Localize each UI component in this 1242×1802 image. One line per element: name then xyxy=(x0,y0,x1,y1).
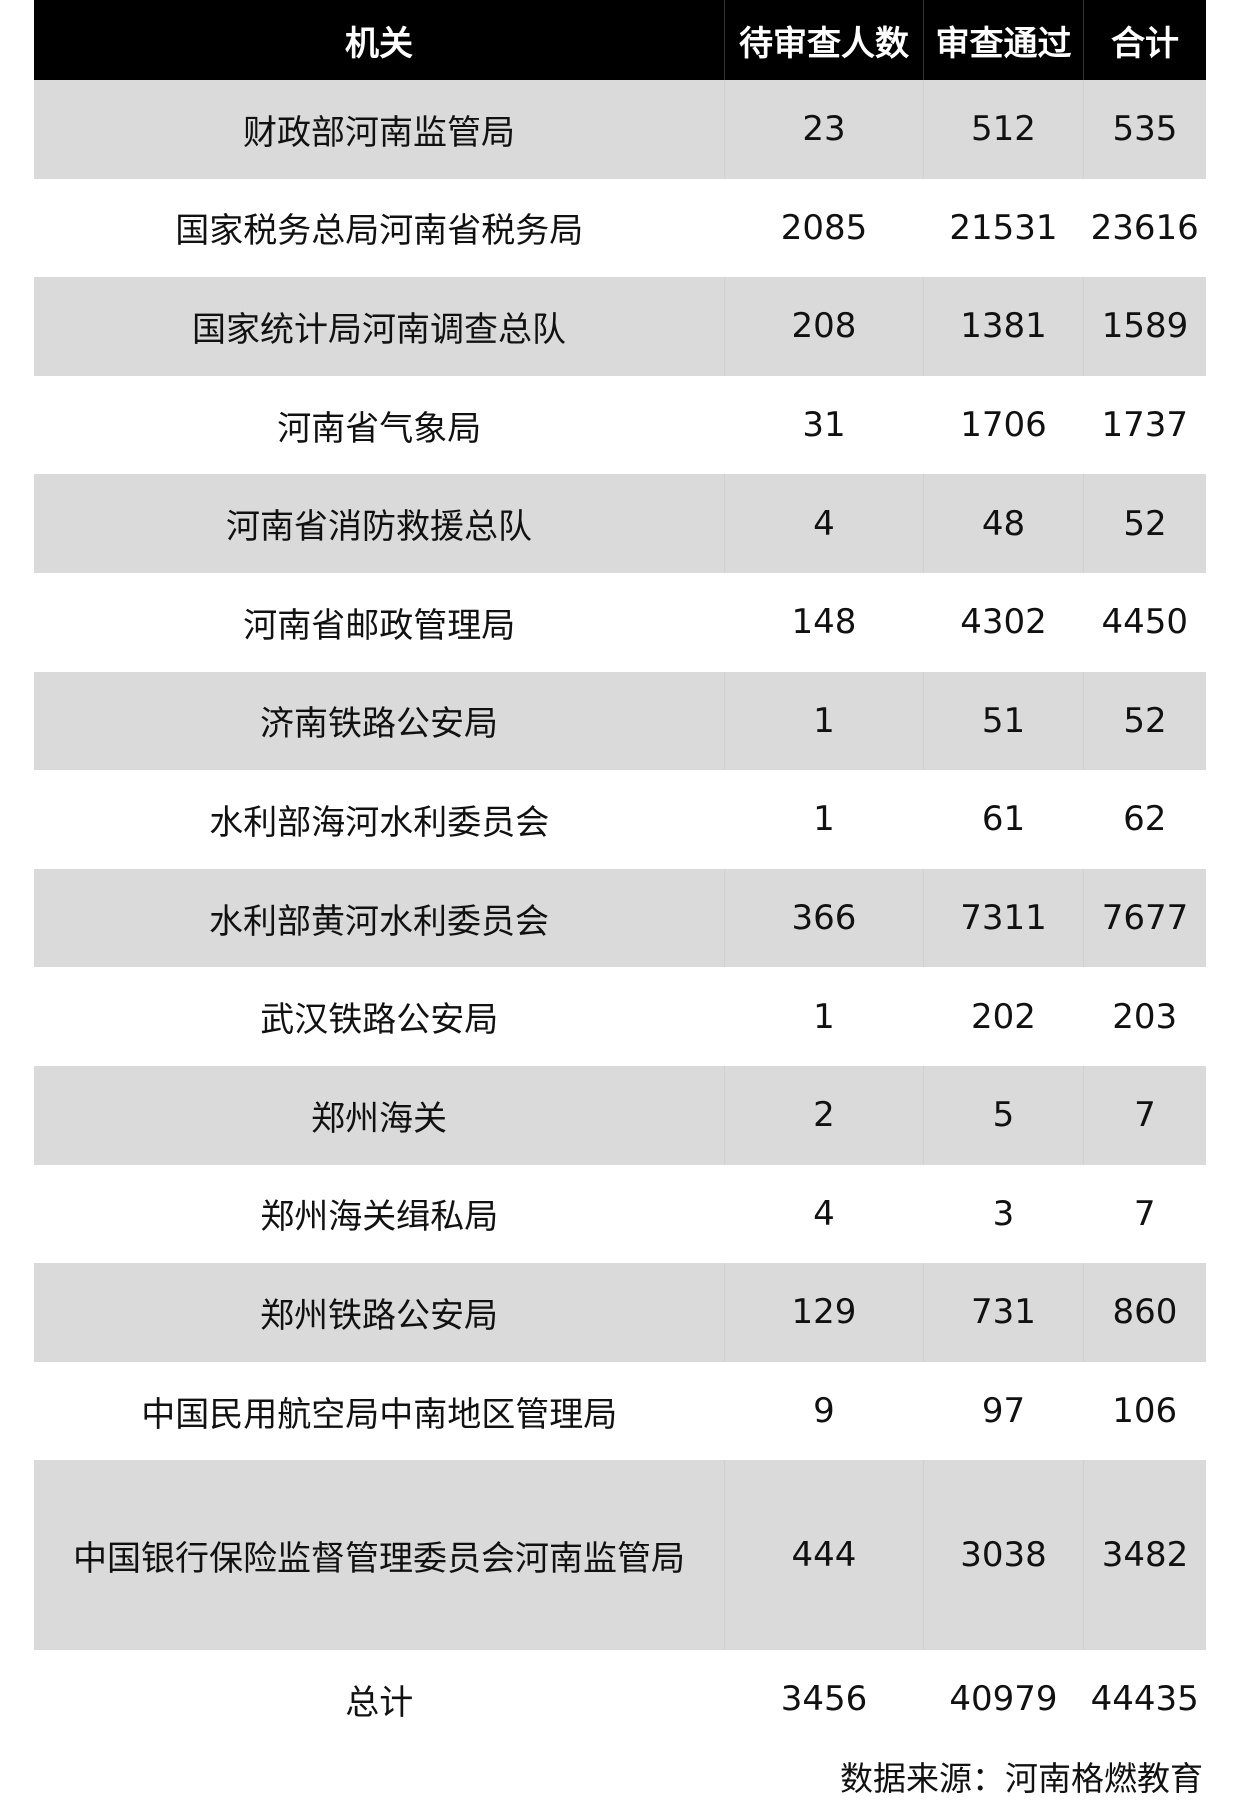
cell-org: 财政部河南监管局 xyxy=(34,80,725,179)
cell-org: 武汉铁路公安局 xyxy=(260,1000,499,1041)
cell-pending: 4 xyxy=(813,1193,835,1234)
cell-passed: 4302 xyxy=(960,602,1047,643)
cell-total: 1589 xyxy=(1083,277,1206,376)
cell-passed: 21531 xyxy=(949,207,1058,248)
table-row: 郑州海关 2 5 7 xyxy=(34,1065,1206,1165)
cell-org: 中国银行保险监督管理委员会河南监管局 xyxy=(34,1460,725,1651)
table-row: 国家统计局河南调查总队 208 1381 1589 xyxy=(34,277,1206,376)
table-row: 河南省消防救援总队 4 48 52 xyxy=(34,474,1206,573)
cell-org: 济南铁路公安局 xyxy=(34,671,725,771)
cell-pending: 444 xyxy=(724,1460,924,1651)
cell-pending: 366 xyxy=(724,868,924,968)
cell-pending: 4 xyxy=(724,474,924,573)
total-total: 44435 xyxy=(1090,1679,1199,1720)
table-row: 河南省气象局 31 1706 1737 xyxy=(34,376,1206,475)
cell-pending: 1 xyxy=(813,996,835,1037)
header-row: 机关 待审查人数 审查通过 合计 xyxy=(34,0,1206,80)
cell-total: 52 xyxy=(1083,671,1206,771)
cell-pending: 2 xyxy=(724,1065,924,1165)
table-row: 武汉铁路公安局 1 202 203 xyxy=(34,967,1206,1066)
cell-passed: 512 xyxy=(923,80,1084,179)
cell-org: 国家统计局河南调查总队 xyxy=(34,277,725,376)
cell-passed: 48 xyxy=(923,474,1084,573)
table-row: 郑州铁路公安局 129 731 860 xyxy=(34,1263,1206,1362)
cell-org: 河南省邮政管理局 xyxy=(243,605,516,646)
cell-org: 郑州铁路公安局 xyxy=(34,1263,725,1362)
data-source-note: 数据来源：河南格燃教育 xyxy=(840,1759,1203,1798)
cell-passed: 61 xyxy=(981,799,1026,840)
header-org: 机关 xyxy=(34,0,725,80)
cell-total: 106 xyxy=(1112,1391,1178,1432)
cell-total: 7 xyxy=(1083,1065,1206,1165)
table-row: 国家税务总局河南省税务局 2085 21531 23616 xyxy=(34,179,1206,278)
table-row: 水利部海河水利委员会 1 61 62 xyxy=(34,770,1206,869)
cell-org: 河南省气象局 xyxy=(277,408,482,449)
total-row: 总计 3456 40979 44435 xyxy=(34,1650,1206,1748)
cell-org: 水利部黄河水利委员会 xyxy=(34,868,725,968)
cell-org: 郑州海关缉私局 xyxy=(260,1197,499,1238)
cell-passed: 1381 xyxy=(923,277,1084,376)
cell-pending: 9 xyxy=(813,1391,835,1432)
cell-pending: 31 xyxy=(802,405,846,446)
table-row: 济南铁路公安局 1 51 52 xyxy=(34,671,1206,771)
cell-total: 62 xyxy=(1123,799,1167,840)
cell-total: 7677 xyxy=(1083,868,1206,968)
cell-passed: 7311 xyxy=(923,868,1084,968)
cell-total: 23616 xyxy=(1090,207,1199,248)
table-row: 郑州海关缉私局 4 3 7 xyxy=(34,1165,1206,1264)
cell-pending: 23 xyxy=(724,80,924,179)
cell-passed: 3 xyxy=(992,1193,1015,1234)
cell-passed: 97 xyxy=(981,1391,1026,1432)
cell-org: 水利部海河水利委员会 xyxy=(209,802,550,843)
cell-org: 国家税务总局河南省税务局 xyxy=(175,211,584,252)
cell-pending: 2085 xyxy=(780,207,868,248)
cell-total: 7 xyxy=(1133,1193,1156,1234)
cell-passed: 5 xyxy=(923,1065,1084,1165)
cell-org: 郑州海关 xyxy=(34,1065,725,1165)
table-row: 中国民用航空局中南地区管理局 9 97 106 xyxy=(34,1362,1206,1461)
cell-passed: 731 xyxy=(923,1263,1084,1362)
cell-total: 1737 xyxy=(1101,405,1189,446)
cell-pending: 1 xyxy=(813,799,835,840)
cell-pending: 208 xyxy=(724,277,924,376)
table-row: 中国银行保险监督管理委员会河南监管局 444 3038 3482 xyxy=(34,1460,1206,1651)
table-row: 河南省邮政管理局 148 4302 4450 xyxy=(34,573,1206,672)
cell-org: 中国民用航空局中南地区管理局 xyxy=(141,1394,618,1435)
cell-passed: 1706 xyxy=(960,405,1047,446)
cell-pending: 1 xyxy=(724,671,924,771)
data-table: 机关 待审查人数 审查通过 合计 财政部河南监管局 23 512 535 国家税务总局河… xyxy=(34,0,1206,1748)
cell-org: 河南省消防救援总队 xyxy=(34,474,725,573)
total-passed: 40979 xyxy=(949,1679,1058,1720)
cell-total: 860 xyxy=(1083,1263,1206,1362)
total-pending: 3456 xyxy=(780,1679,868,1720)
cell-pending: 129 xyxy=(724,1263,924,1362)
header-total: 合计 xyxy=(1083,0,1206,80)
cell-passed: 3038 xyxy=(923,1460,1084,1651)
cell-total: 3482 xyxy=(1083,1460,1206,1651)
header-passed: 审查通过 xyxy=(923,0,1084,80)
cell-total: 535 xyxy=(1083,80,1206,179)
table-row: 水利部黄河水利委员会 366 7311 7677 xyxy=(34,868,1206,968)
cell-total: 4450 xyxy=(1101,602,1189,643)
table-row: 财政部河南监管局 23 512 535 xyxy=(34,80,1206,179)
header-pending: 待审查人数 xyxy=(724,0,924,80)
cell-pending: 148 xyxy=(791,602,857,643)
cell-passed: 51 xyxy=(923,671,1084,771)
cell-passed: 202 xyxy=(971,996,1036,1037)
cell-total: 203 xyxy=(1112,996,1178,1037)
cell-total: 52 xyxy=(1083,474,1206,573)
total-label: 总计 xyxy=(345,1682,414,1723)
